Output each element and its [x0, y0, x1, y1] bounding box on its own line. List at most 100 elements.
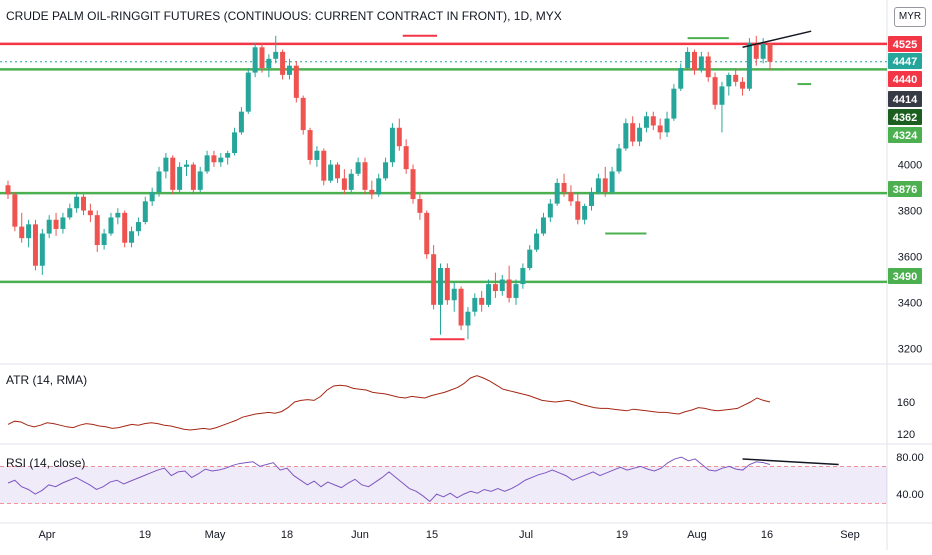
candle-body: [245, 72, 251, 112]
candle-body: [472, 297, 478, 312]
candle-body: [534, 233, 540, 250]
candle-body: [218, 157, 224, 163]
candle-body: [12, 194, 18, 227]
candle-body: [540, 217, 546, 234]
candle-body: [410, 169, 416, 200]
price-badge: [888, 53, 922, 69]
price-badge-label: 4362: [893, 112, 917, 124]
price-tick-label: 3200: [898, 344, 922, 356]
price-badge-label: 4525: [893, 39, 917, 51]
candle-body: [348, 173, 354, 190]
price-badge: [888, 109, 922, 125]
candle-body: [437, 268, 443, 305]
candle-body: [719, 86, 725, 105]
candle-body: [293, 65, 299, 98]
time-tick-label: Sep: [840, 529, 860, 541]
candle-body: [671, 88, 677, 119]
price-badge-label: 3490: [893, 271, 917, 283]
candle-body: [376, 178, 382, 195]
candle-body: [149, 192, 155, 202]
chart-title: CRUDE PALM OIL-RINGGIT FUTURES (CONTINUO…: [6, 9, 562, 23]
candle-body: [46, 219, 52, 234]
candle-body: [163, 157, 169, 172]
candle-body: [225, 153, 231, 158]
candle-body: [595, 178, 601, 193]
candle-body: [177, 166, 183, 190]
candle-body: [389, 127, 395, 163]
candle-body: [211, 155, 217, 163]
candle-body: [547, 203, 553, 218]
candle-body: [142, 201, 148, 223]
price-badge-label: 4440: [893, 74, 917, 86]
candle-body: [26, 224, 32, 239]
candle-body: [664, 118, 670, 133]
candle-body: [19, 226, 25, 239]
candle-body: [451, 288, 457, 301]
candle-body: [740, 81, 746, 89]
candle-body: [643, 116, 649, 128]
price-badge-label: 4324: [893, 130, 918, 142]
candle-body: [561, 182, 567, 193]
candle-body: [135, 222, 141, 232]
time-tick-label: May: [205, 529, 226, 541]
candle-body: [156, 171, 162, 193]
candle-body: [630, 123, 636, 142]
candle-body: [32, 224, 38, 266]
rsi-tick-label: 80.00: [896, 452, 924, 464]
price-badge: [888, 71, 922, 87]
candle-body: [691, 51, 697, 71]
candle-body: [238, 111, 244, 133]
time-tick-label: Aug: [687, 529, 707, 541]
rsi-indicator-label[interactable]: RSI (14, close): [6, 456, 86, 470]
candle-body: [300, 97, 306, 131]
candle-body: [767, 43, 773, 62]
currency-selector[interactable]: MYR: [894, 7, 926, 27]
price-tick-label: 3800: [898, 206, 922, 218]
price-badge: [888, 268, 922, 284]
candle-body: [486, 284, 492, 305]
time-tick-label: 19: [139, 529, 151, 541]
candle-body: [355, 162, 361, 174]
candle-body: [53, 219, 59, 229]
atr-line: [7, 375, 771, 431]
price-badge: [888, 91, 922, 107]
candle-body: [108, 217, 114, 234]
time-tick-label: 18: [281, 529, 293, 541]
candle-body: [183, 164, 189, 167]
candle-body: [87, 210, 93, 216]
candle-body: [650, 116, 656, 126]
candle-body: [698, 56, 704, 71]
candle-body: [657, 125, 663, 133]
candle-body: [5, 185, 11, 195]
rsi-band: [0, 466, 887, 504]
candle-body: [204, 155, 210, 172]
candle-body: [458, 288, 464, 326]
candle-body: [403, 146, 409, 170]
candle-body: [609, 171, 615, 193]
candle-body: [431, 254, 437, 305]
candle-body: [122, 212, 128, 243]
candle-body: [67, 208, 73, 218]
candle-body: [252, 47, 258, 73]
price-badge-label: 3876: [893, 184, 917, 196]
candle-body: [568, 192, 574, 202]
atr-tick-label: 160: [897, 397, 915, 409]
candle-body: [733, 74, 739, 82]
candle-body: [753, 42, 759, 59]
candle-body: [115, 212, 121, 218]
candle-body: [575, 201, 581, 220]
candle-body: [341, 178, 347, 190]
atr-tick-label: 120: [897, 429, 915, 441]
time-tick-label: Apr: [38, 529, 55, 541]
candle-body: [602, 178, 608, 193]
candle-body: [314, 150, 320, 160]
candle-body: [424, 212, 430, 255]
atr-indicator-label[interactable]: ATR (14, RMA): [6, 373, 88, 387]
candle-body: [273, 51, 279, 59]
candle-body: [554, 182, 560, 204]
candle-body: [39, 233, 45, 266]
candle-body: [685, 51, 691, 68]
candle-body: [746, 42, 752, 89]
candle-body: [60, 217, 66, 229]
